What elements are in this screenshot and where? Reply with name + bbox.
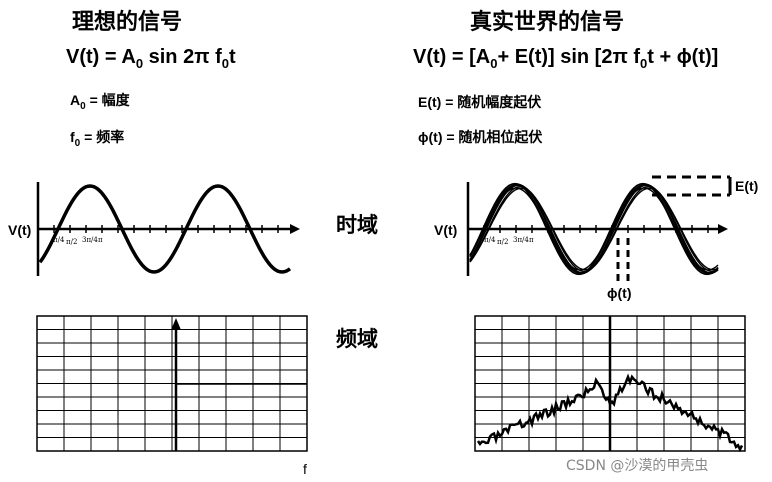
left-tick-labels: π/4 π/2 3π/4 π bbox=[53, 236, 103, 246]
phase-jitter-marker bbox=[616, 238, 630, 284]
right-time-plot: π/4 π/2 3π/4 π bbox=[466, 175, 732, 284]
frequency-domain-label: 频域 bbox=[336, 327, 378, 351]
time-domain-label: 时域 bbox=[336, 213, 378, 237]
ideal-formula: V(t) = A0 sin 2π f0t bbox=[66, 46, 236, 71]
left-vt-label: V(t) bbox=[8, 222, 32, 238]
svg-text:π/4: π/4 bbox=[484, 236, 496, 244]
left-time-ticks bbox=[53, 225, 279, 233]
left-freq-y-arrow bbox=[171, 318, 181, 330]
left-time-plot: π/4 π/2 3π/4 π bbox=[36, 182, 300, 276]
noisy-spectrum-trace bbox=[476, 373, 744, 453]
ideal-sine-wave bbox=[38, 184, 292, 274]
right-vt-label: V(t) bbox=[434, 222, 458, 238]
svg-text:3π/4: 3π/4 bbox=[82, 236, 98, 244]
left-frequency-grid bbox=[36, 315, 308, 452]
svg-text:π/4: π/4 bbox=[53, 236, 65, 244]
amplitude-fluctuation-definition: E(t) = 随机幅度起伏 bbox=[418, 94, 542, 110]
svg-text:π: π bbox=[98, 236, 103, 244]
left-title: 理想的信号 bbox=[72, 10, 183, 35]
left-time-x-arrow bbox=[290, 224, 300, 234]
amplitude-jitter-marker bbox=[652, 175, 732, 197]
right-time-x-arrow bbox=[718, 224, 728, 234]
right-frequency-grid bbox=[474, 315, 746, 453]
amplitude-jitter-label: E(t) bbox=[735, 178, 759, 194]
watermark: CSDN @沙漠的甲壳虫 bbox=[566, 458, 709, 474]
real-formula: V(t) = [A0+ E(t)] sin [2π f0t + ϕ(t)] bbox=[413, 46, 719, 71]
noisy-sine-trace bbox=[469, 182, 719, 276]
right-tick-labels: π/4 π/2 3π/4 π bbox=[484, 236, 534, 246]
phase-fluctuation-definition: ϕ(t) = 随机相位起伏 bbox=[418, 129, 543, 145]
frequency-definition: f0 = 频率 bbox=[70, 129, 125, 149]
noisy-sine-trace bbox=[469, 185, 719, 273]
svg-text:3π/4: 3π/4 bbox=[513, 236, 529, 244]
svg-text:π: π bbox=[529, 236, 534, 244]
phase-jitter-label: ϕ(t) bbox=[607, 285, 632, 301]
right-title: 真实世界的信号 bbox=[470, 10, 625, 35]
amplitude-definition: A0 = 幅度 bbox=[70, 92, 130, 112]
svg-text:π/2: π/2 bbox=[66, 238, 77, 246]
svg-text:π/2: π/2 bbox=[497, 238, 508, 246]
frequency-axis-label: f bbox=[303, 461, 307, 477]
noisy-sine-waves bbox=[469, 182, 719, 276]
